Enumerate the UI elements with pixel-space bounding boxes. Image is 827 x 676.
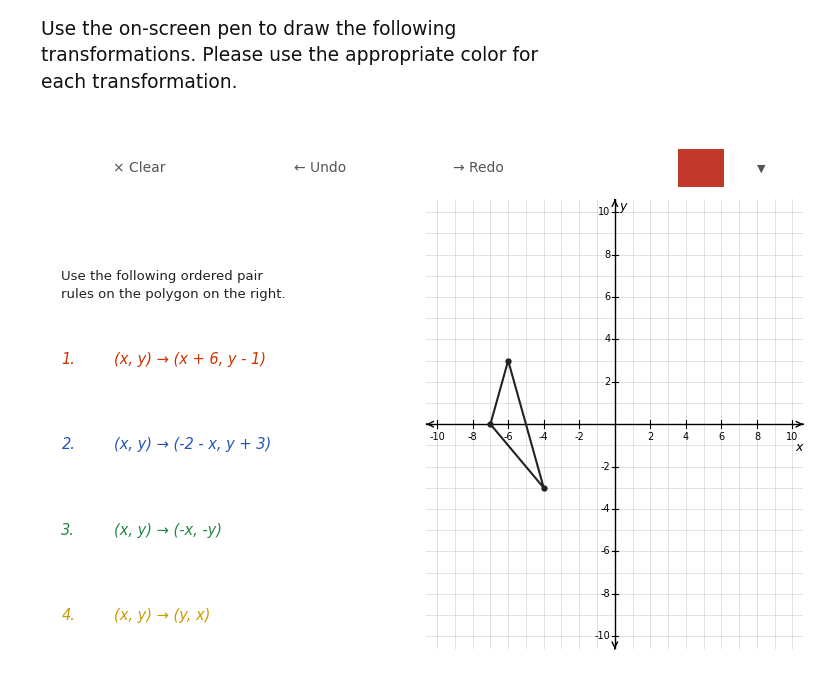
Text: -8: -8 xyxy=(467,431,477,441)
Text: 4.: 4. xyxy=(61,608,75,623)
Text: 10: 10 xyxy=(786,431,798,441)
Text: 2: 2 xyxy=(647,431,653,441)
Text: x: x xyxy=(794,441,801,454)
Text: -4: -4 xyxy=(538,431,547,441)
Text: 10: 10 xyxy=(597,207,609,217)
Text: Use the following ordered pair
rules on the polygon on the right.: Use the following ordered pair rules on … xyxy=(61,270,285,301)
Text: 6: 6 xyxy=(718,431,724,441)
Text: (x, y) → (y, x): (x, y) → (y, x) xyxy=(114,608,210,623)
Text: Use the on-screen pen to draw the following
transformations. Please use the appr: Use the on-screen pen to draw the follow… xyxy=(41,20,538,92)
Text: -6: -6 xyxy=(600,546,609,556)
Text: 8: 8 xyxy=(604,249,609,260)
Text: -2: -2 xyxy=(600,462,609,472)
Text: 2: 2 xyxy=(604,377,609,387)
Text: 2.: 2. xyxy=(61,437,75,452)
Text: -10: -10 xyxy=(428,431,444,441)
Text: Exit Ticket: Exit Ticket xyxy=(54,217,132,230)
Text: 3.: 3. xyxy=(61,523,75,538)
Text: y: y xyxy=(619,201,626,214)
Text: 6: 6 xyxy=(604,292,609,302)
Text: 4: 4 xyxy=(604,335,609,344)
Text: ▼: ▼ xyxy=(756,164,764,173)
Text: → Redo: → Redo xyxy=(452,162,504,175)
Text: × Clear: × Clear xyxy=(113,162,165,175)
Text: -2: -2 xyxy=(574,431,583,441)
Text: 4: 4 xyxy=(682,431,688,441)
Text: (x, y) → (-x, -y): (x, y) → (-x, -y) xyxy=(114,523,222,538)
Text: ← Undo: ← Undo xyxy=(294,162,346,175)
Text: (x, y) → (x + 6, y - 1): (x, y) → (x + 6, y - 1) xyxy=(114,352,266,367)
Text: -6: -6 xyxy=(503,431,513,441)
Text: -4: -4 xyxy=(600,504,609,514)
Text: -8: -8 xyxy=(600,589,609,599)
Text: -10: -10 xyxy=(594,631,609,642)
Text: (x, y) → (-2 - x, y + 3): (x, y) → (-2 - x, y + 3) xyxy=(114,437,271,452)
Text: 8: 8 xyxy=(753,431,759,441)
Text: 1.: 1. xyxy=(61,352,75,367)
